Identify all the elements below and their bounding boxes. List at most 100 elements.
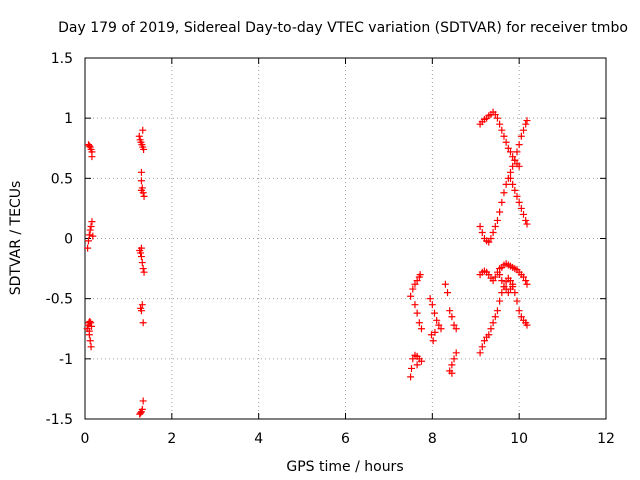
data-point <box>502 180 510 188</box>
data-point <box>139 397 147 405</box>
data-point <box>491 222 499 230</box>
data-point <box>498 277 506 285</box>
data-point <box>409 285 417 293</box>
data-point <box>407 373 415 381</box>
data-point <box>515 198 523 206</box>
data-point <box>448 313 456 321</box>
data-point <box>137 249 145 257</box>
data-point <box>138 259 146 267</box>
data-point <box>407 364 415 372</box>
data-point <box>137 168 145 176</box>
data-point <box>478 343 486 351</box>
data-point <box>523 280 531 288</box>
data-point <box>489 319 497 327</box>
data-point <box>523 117 531 125</box>
y-tick-label: -0.5 <box>46 292 73 308</box>
data-point <box>87 222 95 230</box>
x-tick-label: 12 <box>597 431 615 447</box>
grid <box>85 58 606 419</box>
data-point <box>429 337 437 345</box>
data-point <box>506 277 514 285</box>
data-point <box>413 361 421 369</box>
data-point <box>138 405 146 413</box>
data-point <box>137 307 145 315</box>
data-point <box>500 189 508 197</box>
data-point <box>489 277 497 285</box>
data-point <box>139 265 147 273</box>
data-point <box>139 126 147 134</box>
data-point <box>476 349 484 357</box>
data-point <box>520 126 528 134</box>
data-point <box>523 220 531 228</box>
data-point <box>409 355 417 363</box>
data-point <box>511 186 519 194</box>
data-point <box>511 156 519 164</box>
data-point <box>415 319 423 327</box>
data-point <box>489 228 497 236</box>
data-point <box>491 111 499 119</box>
data-point <box>476 222 484 230</box>
x-tick-label: 2 <box>167 431 176 447</box>
data-point <box>522 216 530 224</box>
data-point <box>478 228 486 236</box>
x-axis-title: GPS time / hours <box>286 459 403 475</box>
chart-title: Day 179 of 2019, Sidereal Day-to-day VTE… <box>58 20 628 36</box>
data-point <box>431 328 439 336</box>
data-point <box>86 337 94 345</box>
data-point <box>506 168 514 176</box>
data-point <box>135 132 143 140</box>
data-point <box>437 325 445 333</box>
data-point <box>496 271 504 279</box>
data-point <box>413 309 421 317</box>
ticks: 0 2 4 6 8 10 12 -1.5 -1 -0.5 0 0.5 1 1.5 <box>46 51 615 447</box>
x-tick-label: 0 <box>81 431 90 447</box>
data-point <box>138 301 146 309</box>
data-point <box>137 253 145 261</box>
data-point <box>515 141 523 149</box>
data-point <box>493 216 501 224</box>
data-point <box>137 177 145 185</box>
data-point <box>502 138 510 146</box>
data-point <box>87 319 95 327</box>
data-point <box>493 114 501 122</box>
data-point <box>513 192 521 200</box>
y-tick-label: 1.5 <box>51 51 73 67</box>
data-point <box>491 273 499 281</box>
data-point <box>85 327 93 335</box>
data-point <box>452 325 460 333</box>
x-tick-label: 8 <box>428 431 437 447</box>
x-tick-label: 6 <box>341 431 350 447</box>
data-point <box>417 325 425 333</box>
data-point <box>506 174 514 182</box>
data-point <box>89 232 97 240</box>
data-point <box>435 321 443 329</box>
data-point <box>502 278 510 286</box>
data-point <box>513 297 521 305</box>
data-point <box>515 162 523 170</box>
data-point <box>493 307 501 315</box>
data-point <box>517 313 525 321</box>
data-point <box>522 120 530 128</box>
data-point <box>504 144 512 152</box>
data-point <box>509 180 517 188</box>
y-tick-label: -1 <box>59 352 73 368</box>
data-point <box>498 126 506 134</box>
data-point <box>85 142 93 150</box>
data-point <box>513 148 521 156</box>
data-point <box>485 331 493 339</box>
data-point <box>480 337 488 345</box>
data-point <box>431 309 439 317</box>
x-tick-label: 4 <box>254 431 263 447</box>
data-point <box>515 307 523 315</box>
data-point <box>137 244 145 252</box>
data-point <box>520 273 528 281</box>
data-point <box>140 268 148 276</box>
data-point <box>433 316 441 324</box>
data-point <box>444 289 452 297</box>
data-point <box>498 289 506 297</box>
data-point <box>522 277 530 285</box>
data-point <box>446 307 454 315</box>
data-point <box>509 162 517 170</box>
data-point <box>496 208 504 216</box>
x-tick-label: 10 <box>510 431 528 447</box>
